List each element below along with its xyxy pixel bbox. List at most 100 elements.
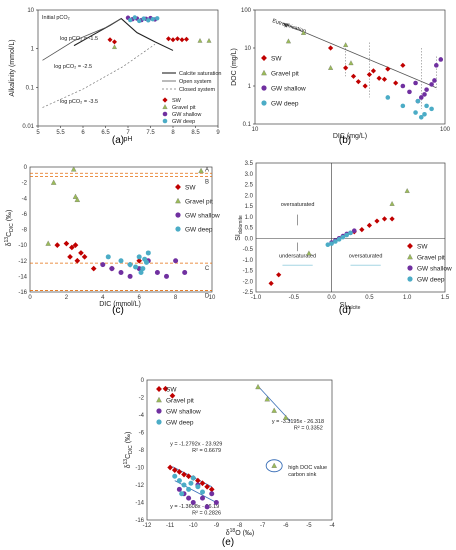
y-tick-label: -2 <box>22 181 28 187</box>
y-tick-label: -6 <box>22 212 28 218</box>
sw-point <box>175 184 181 190</box>
x-tick-label: 10 <box>252 127 259 133</box>
gw-deep-point <box>336 237 342 242</box>
x-axis-label-part: δ <box>226 530 230 537</box>
gw-deep-point <box>348 230 353 236</box>
sw-point <box>374 218 380 224</box>
y-tick-label: -16 <box>135 518 144 524</box>
gravel-pit-point <box>285 38 292 44</box>
sw-point <box>169 392 176 399</box>
sw-point <box>90 265 97 272</box>
gw-deep-point <box>424 103 429 109</box>
arrow-head <box>282 23 289 28</box>
reference-label: B <box>205 179 209 185</box>
gravel-pit-point <box>348 60 354 66</box>
gw-deep-point <box>118 258 124 264</box>
gw-shallow-point <box>407 89 412 95</box>
y-tick-label: -8 <box>22 228 28 234</box>
gravel-pit-point <box>271 407 277 413</box>
gw-shallow-point <box>154 269 160 275</box>
sw-point <box>107 37 113 43</box>
gw-deep-point <box>105 254 111 260</box>
y-axis-label-part: dolomite <box>238 215 244 234</box>
gw-deep-point <box>407 276 413 282</box>
gw-deep-point <box>340 234 346 240</box>
sw-point <box>359 227 365 233</box>
x-tick-label: -6 <box>283 523 289 529</box>
reference-label: A <box>205 167 209 173</box>
x-tick-label: -10 <box>189 523 198 529</box>
y-tick-label: 0.1 <box>243 122 252 128</box>
gw-shallow-point <box>190 500 196 505</box>
sw-point <box>370 68 377 74</box>
x-axis-label: pH <box>124 136 133 143</box>
eutrophication-arrow <box>282 22 437 89</box>
gravel-pit-point <box>261 69 267 76</box>
sw-point <box>179 37 185 43</box>
gw-deep-point <box>188 480 194 486</box>
gw-deep-point <box>200 489 205 495</box>
gw-shallow-point <box>209 491 215 497</box>
gravel-pit-point <box>175 197 181 204</box>
legend-label: Calcite saturation <box>179 71 222 77</box>
gw-shallow-point <box>182 269 188 275</box>
panel-e-caption: (e) <box>222 537 234 548</box>
x-tick-label: 6 <box>81 130 85 136</box>
gw-deep-point <box>415 98 421 104</box>
gw-deep-point <box>132 15 137 20</box>
legend-label: GW shallow <box>166 408 201 415</box>
gravel-pit-point <box>197 38 203 43</box>
gw-deep-point <box>128 17 133 23</box>
sw-point <box>176 469 183 475</box>
y-axis-label: δ13CDIC (‰) <box>4 210 15 247</box>
trendline-equation: y = -1.3608x - 26.19 <box>170 504 219 510</box>
y-tick-label: 10 <box>244 46 251 52</box>
y-tick-label: -16 <box>18 290 27 296</box>
x-tick-label: 5 <box>36 130 40 136</box>
gravel-pit-point <box>283 414 289 420</box>
x-axis-label-part: SI <box>340 302 347 309</box>
panel-e: -12 -11 -10 -9 -8 -7 -6 -5 -4 -16 -14 -12 -10 -8 -6 -4 -… <box>123 378 335 548</box>
gravel-pit-point <box>206 38 212 43</box>
panel-d-caption: (d) <box>339 305 351 316</box>
annotation-label: log pCO₂ = -1.5 <box>60 36 98 42</box>
sw-point <box>166 36 171 42</box>
y-axis-label-part: DIC <box>128 445 134 454</box>
y-tick-label: -8 <box>139 448 145 454</box>
plot-frame <box>29 166 213 293</box>
x-tick-label: 6.5 <box>101 130 110 136</box>
gw-deep-point <box>140 266 146 272</box>
legend-label: Gravel pit <box>271 70 299 77</box>
trendline-equation: y = -3.3195x - 26.318 <box>272 419 324 425</box>
gw-shallow-point <box>200 495 205 501</box>
sw-point <box>74 257 81 264</box>
reference-label: C <box>205 266 210 272</box>
gw-deep-point <box>142 256 148 262</box>
x-tick-label: 10 <box>209 295 216 301</box>
gw-deep-point <box>179 491 185 497</box>
gw-shallow-point <box>261 85 267 91</box>
gw-shallow-point <box>175 212 181 218</box>
y-tick-label: 3.5 <box>245 161 254 167</box>
x-tick-label: 100 <box>440 127 451 133</box>
gw-deep-point <box>136 254 142 260</box>
x-tick-label: -11 <box>166 523 175 529</box>
panel-c-plot: 0 2 4 6 8 10 -16 -14 -12 -10 -8 -6 -4 -2 0 DIC (mmol/L)… <box>4 165 220 308</box>
sw-point <box>407 243 413 249</box>
sw-point <box>181 471 187 478</box>
sw-point <box>81 254 88 260</box>
y-tick-label: 3.0 <box>245 172 254 178</box>
panel-d-plot: -1.0 -0.5 0.0 0.5 1.0 1.5 -2.5 -2.0 -1.5 -1.0 -0.5… <box>235 161 452 311</box>
x-axis-label: δ18O (‰) <box>226 528 255 537</box>
gravel-pit-point <box>74 196 81 202</box>
sw-point <box>175 36 180 42</box>
gravel-pit-point <box>300 30 307 35</box>
sw-point <box>171 467 178 473</box>
y-tick-label: 0.5 <box>245 226 254 232</box>
gravel-pit-point <box>389 200 395 206</box>
y-axis-label-part: (‰) <box>125 432 132 446</box>
trendline-r2: R² = 0.6679 <box>192 448 221 454</box>
sw-point <box>78 250 84 256</box>
trendline-r2: R² = 0.2826 <box>192 510 221 516</box>
gravel-pit-point <box>112 44 117 49</box>
